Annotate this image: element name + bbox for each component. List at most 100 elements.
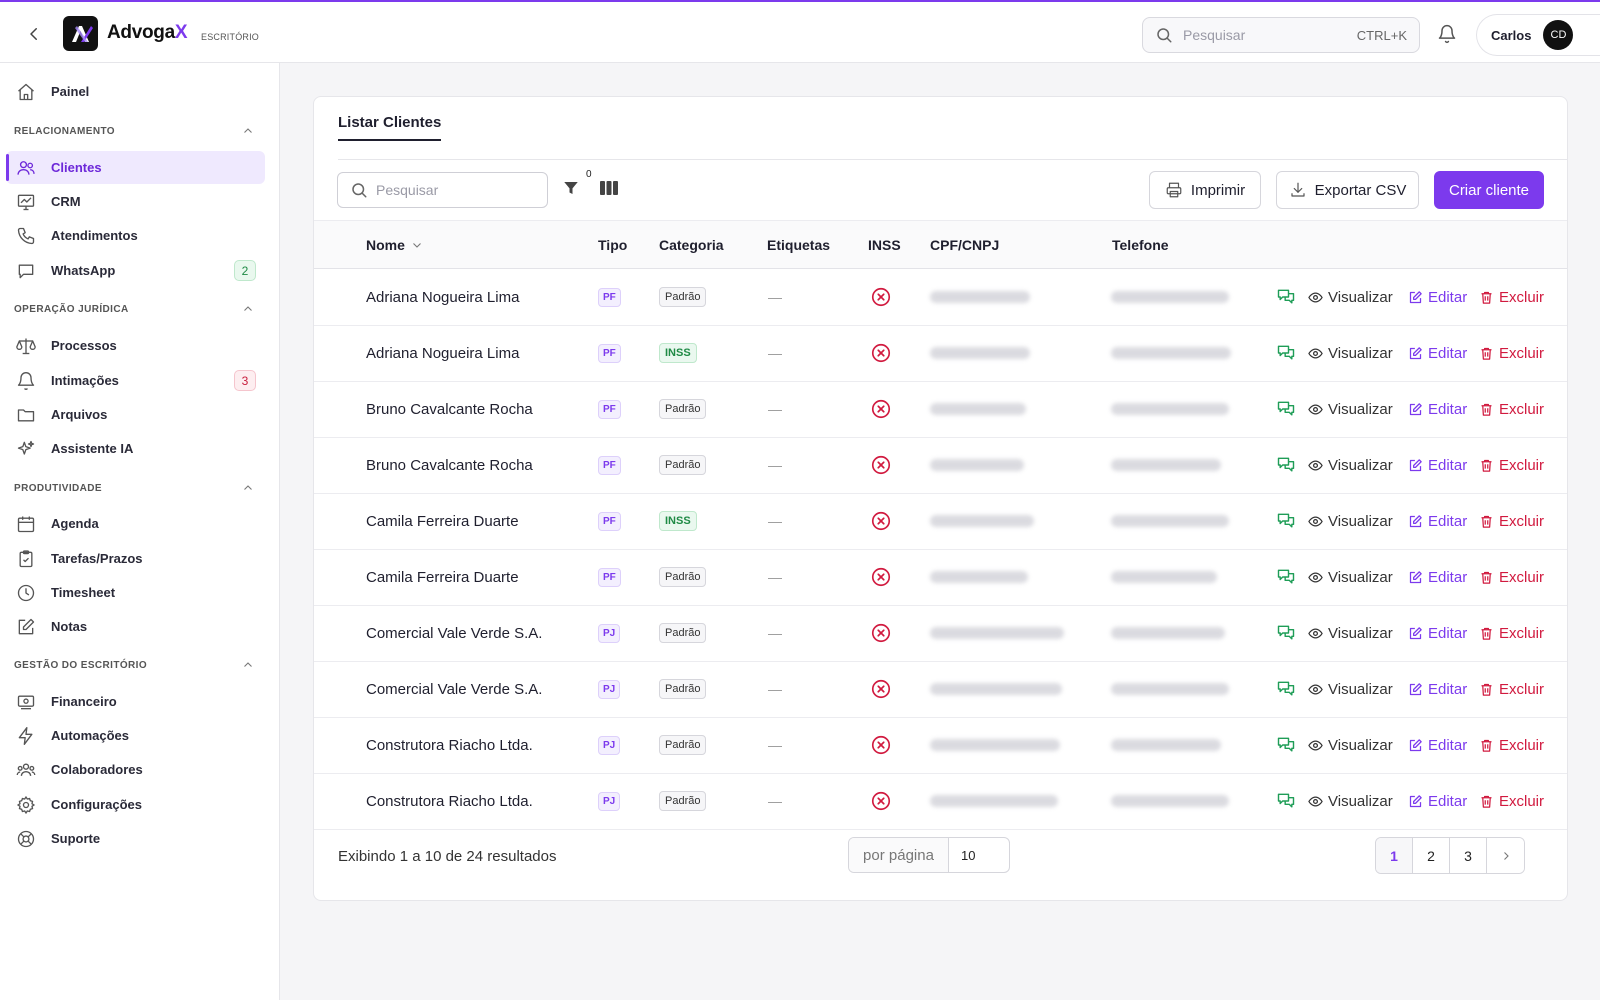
edit-button[interactable]: Editar [1408, 661, 1467, 717]
export-csv-button[interactable]: Exportar CSV [1276, 171, 1419, 209]
sidebar-item-timesheet[interactable]: Timesheet [6, 576, 265, 609]
global-search-input[interactable]: Pesquisar CTRL+K [1142, 17, 1420, 53]
filter-icon[interactable] [562, 179, 580, 197]
delete-button[interactable]: Excluir [1479, 493, 1544, 549]
view-button[interactable]: Visualizar [1308, 437, 1393, 493]
pencil-square-icon [15, 616, 37, 638]
user-menu[interactable]: Carlos CD [1476, 14, 1600, 56]
edit-button[interactable]: Editar [1408, 773, 1467, 829]
back-icon[interactable] [22, 22, 46, 46]
sidebar-item-processos[interactable]: Processos [6, 329, 265, 362]
eye-icon [1308, 514, 1328, 529]
whatsapp-chat-button[interactable] [1276, 661, 1301, 717]
whatsapp-chat-button[interactable] [1276, 717, 1301, 773]
edit-button[interactable]: Editar [1408, 549, 1467, 605]
edit-button[interactable]: Editar [1408, 381, 1467, 437]
delete-button[interactable]: Excluir [1479, 437, 1544, 493]
per-page-select[interactable]: por página 10 [848, 837, 1010, 873]
view-button[interactable]: Visualizar [1308, 269, 1393, 325]
sidebar-item-arquivos[interactable]: Arquivos [6, 398, 265, 431]
create-client-label: Criar cliente [1448, 181, 1530, 199]
table-row: Comercial Vale Verde S.A. PJ Padrão — Vi… [314, 661, 1567, 718]
sidebar-item-colaboradores[interactable]: Colaboradores [6, 753, 265, 786]
sidebar-item-crm[interactable]: CRM [6, 185, 265, 218]
delete-button[interactable]: Excluir [1479, 549, 1544, 605]
page-3-button[interactable]: 3 [1450, 838, 1487, 873]
view-label: Visualizar [1328, 512, 1393, 530]
columns-icon[interactable] [599, 180, 619, 196]
sidebar-item-assistente-ia[interactable]: Assistente IA [6, 432, 265, 465]
section-produtividade[interactable]: PRODUTIVIDADE [14, 480, 254, 496]
sidebar-item-whatsapp[interactable]: WhatsApp 2 [6, 254, 265, 287]
table-row: Construtora Riacho Ltda. PJ Padrão — Vis… [314, 773, 1567, 830]
sidebar-item-financeiro[interactable]: Financeiro [6, 685, 265, 718]
divider [338, 159, 1567, 160]
table-row: Adriana Nogueira Lima PF Padrão — Visual… [314, 269, 1567, 326]
section-relacionamento[interactable]: RELACIONAMENTO [14, 123, 254, 139]
bell-icon[interactable] [1437, 24, 1457, 44]
delete-button[interactable]: Excluir [1479, 605, 1544, 661]
sidebar-item-intimacoes[interactable]: Intimações 3 [6, 364, 265, 397]
delete-button[interactable]: Excluir [1479, 661, 1544, 717]
view-button[interactable]: Visualizar [1308, 549, 1393, 605]
view-button[interactable]: Visualizar [1308, 605, 1393, 661]
page-2-button[interactable]: 2 [1413, 838, 1450, 873]
next-page-button[interactable] [1487, 838, 1524, 873]
edit-icon [1408, 402, 1428, 417]
section-gestao[interactable]: GESTÃO DO ESCRITÓRIO [14, 657, 254, 673]
chat-bubbles-icon [1276, 455, 1301, 475]
view-button[interactable]: Visualizar [1308, 773, 1393, 829]
sidebar-item-suporte[interactable]: Suporte [6, 822, 265, 855]
delete-button[interactable]: Excluir [1479, 381, 1544, 437]
view-button[interactable]: Visualizar [1308, 325, 1393, 381]
edit-button[interactable]: Editar [1408, 269, 1467, 325]
whatsapp-chat-button[interactable] [1276, 437, 1301, 493]
view-button[interactable]: Visualizar [1308, 661, 1393, 717]
view-button[interactable]: Visualizar [1308, 493, 1393, 549]
whatsapp-chat-button[interactable] [1276, 605, 1301, 661]
brand-name: AdvogaX [107, 22, 188, 43]
sidebar-item-configuracoes[interactable]: Configurações [6, 788, 265, 821]
sidebar-item-notas[interactable]: Notas [6, 610, 265, 643]
client-name-text: Comercial Vale Verde S.A. [366, 680, 543, 698]
edit-button[interactable]: Editar [1408, 437, 1467, 493]
edit-button[interactable]: Editar [1408, 325, 1467, 381]
chat-bubbles-icon [1276, 399, 1301, 419]
delete-label: Excluir [1499, 400, 1545, 418]
create-client-button[interactable]: Criar cliente [1434, 171, 1544, 209]
tab-listar-clientes[interactable]: Listar Clientes [338, 114, 442, 141]
delete-button[interactable]: Excluir [1479, 773, 1544, 829]
print-button[interactable]: Imprimir [1149, 171, 1261, 209]
whatsapp-chat-button[interactable] [1276, 325, 1301, 381]
folder-icon [15, 404, 37, 426]
delete-button[interactable]: Excluir [1479, 269, 1544, 325]
section-operacao-juridica[interactable]: OPERAÇÃO JURÍDICA [14, 301, 254, 317]
view-button[interactable]: Visualizar [1308, 381, 1393, 437]
telefone-redacted [1111, 661, 1229, 717]
view-button[interactable]: Visualizar [1308, 717, 1393, 773]
export-csv-label: Exportar CSV [1314, 181, 1407, 199]
whatsapp-chat-button[interactable] [1276, 549, 1301, 605]
whatsapp-chat-button[interactable] [1276, 381, 1301, 437]
sidebar-item-agenda[interactable]: Agenda [6, 507, 265, 540]
categoria-badge: INSS [659, 511, 697, 531]
table-search-input[interactable]: Pesquisar [337, 172, 548, 208]
delete-button[interactable]: Excluir [1479, 325, 1544, 381]
page-1-button[interactable]: 1 [1376, 838, 1413, 873]
sidebar-item-painel[interactable]: Painel [6, 75, 265, 108]
sidebar-item-clientes[interactable]: Clientes [6, 151, 265, 184]
sidebar-item-automacoes[interactable]: Automações [6, 719, 265, 752]
edit-button[interactable]: Editar [1408, 717, 1467, 773]
sidebar-item-tarefas[interactable]: Tarefas/Prazos [6, 542, 265, 575]
trash-icon [1479, 458, 1499, 473]
whatsapp-chat-button[interactable] [1276, 493, 1301, 549]
edit-button[interactable]: Editar [1408, 605, 1467, 661]
etiquetas-cell: — [768, 605, 782, 661]
whatsapp-chat-button[interactable] [1276, 269, 1301, 325]
edit-button[interactable]: Editar [1408, 493, 1467, 549]
delete-button[interactable]: Excluir [1479, 717, 1544, 773]
column-header-nome[interactable]: Nome [366, 237, 423, 253]
whatsapp-chat-button[interactable] [1276, 773, 1301, 829]
sidebar-item-atendimentos[interactable]: Atendimentos [6, 219, 265, 252]
section-title: GESTÃO DO ESCRITÓRIO [14, 659, 148, 671]
